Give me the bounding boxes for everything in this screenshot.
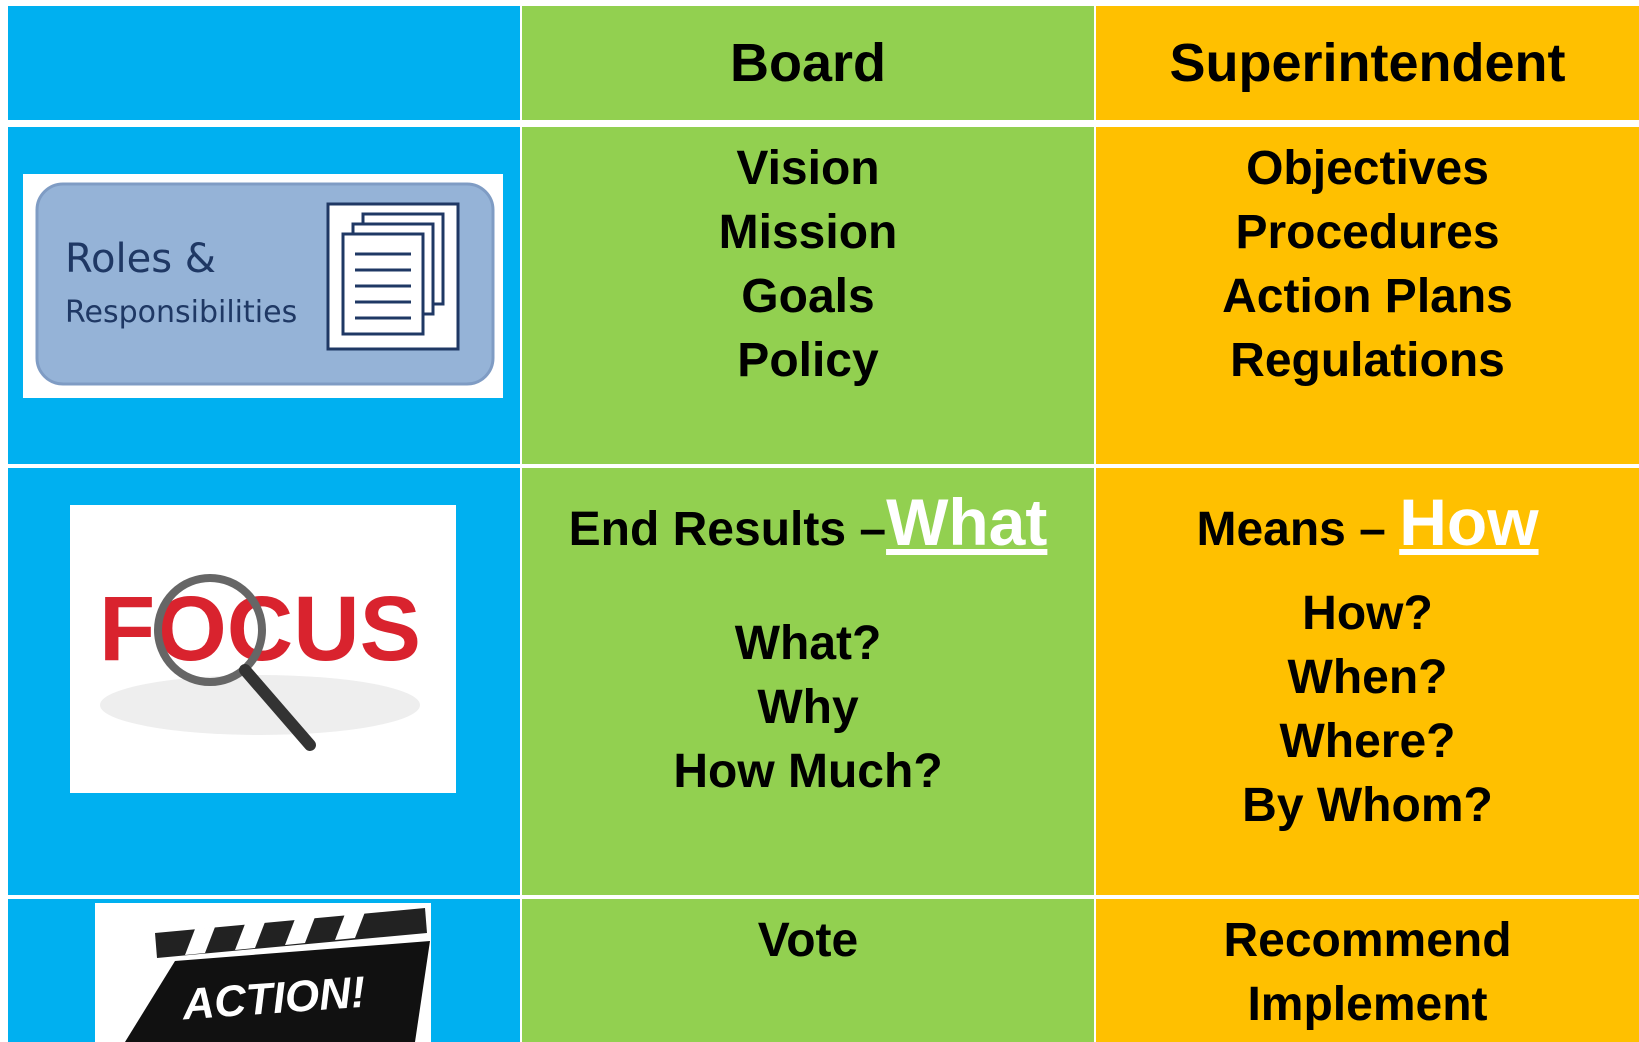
item: Vote <box>757 914 859 967</box>
board-cell: Vision Mission Goals Policy <box>522 127 1094 464</box>
superintendent-header: Superintendent <box>1096 6 1639 120</box>
heading: Means – <box>1196 503 1386 556</box>
item: Regulations <box>1230 334 1505 387</box>
item: Procedures <box>1235 206 1500 259</box>
heading: End Results – <box>568 503 887 556</box>
emphasis: What <box>886 485 1048 559</box>
item: Vision <box>736 142 880 195</box>
image-text: Roles & <box>65 236 216 282</box>
image-cell: ACTION! <box>8 899 520 1042</box>
superintendent-cell: Recommend Implement <box>1096 899 1639 1042</box>
item: Action Plans <box>1222 270 1513 323</box>
item: Goals <box>741 270 875 323</box>
item: Why <box>757 681 859 734</box>
emphasis: How <box>1399 485 1539 559</box>
item: How Much? <box>673 745 943 798</box>
item: Recommend <box>1223 914 1512 967</box>
item: When? <box>1287 651 1448 704</box>
item: What? <box>734 617 882 670</box>
board-cell: End Results –What What? Why How Much? <box>522 468 1094 895</box>
item: Policy <box>737 334 879 387</box>
item: Implement <box>1247 978 1488 1031</box>
image-cell: Roles & Responsibilities <box>8 127 520 464</box>
item: Where? <box>1279 715 1456 768</box>
item: How? <box>1302 587 1433 640</box>
roles-image: Roles & Responsibilities <box>23 174 503 398</box>
heading-line: Means – How <box>1096 489 1639 562</box>
image-text: Responsibilities <box>65 295 297 330</box>
board-cell: Vote <box>522 899 1094 1042</box>
image-cell: FOCUS <box>8 468 520 895</box>
superintendent-cell: Objectives Procedures Action Plans Regul… <box>1096 127 1639 464</box>
item: Objectives <box>1246 142 1489 195</box>
heading-line: End Results –What <box>522 489 1094 562</box>
corner-cell <box>8 6 520 120</box>
item: By Whom? <box>1242 779 1493 832</box>
focus-image: FOCUS <box>70 505 456 793</box>
action-image: ACTION! <box>95 903 431 1042</box>
board-header: Board <box>522 6 1094 120</box>
superintendent-cell: Means – How How? When? Where? By Whom? <box>1096 468 1639 895</box>
item: Mission <box>718 206 898 259</box>
